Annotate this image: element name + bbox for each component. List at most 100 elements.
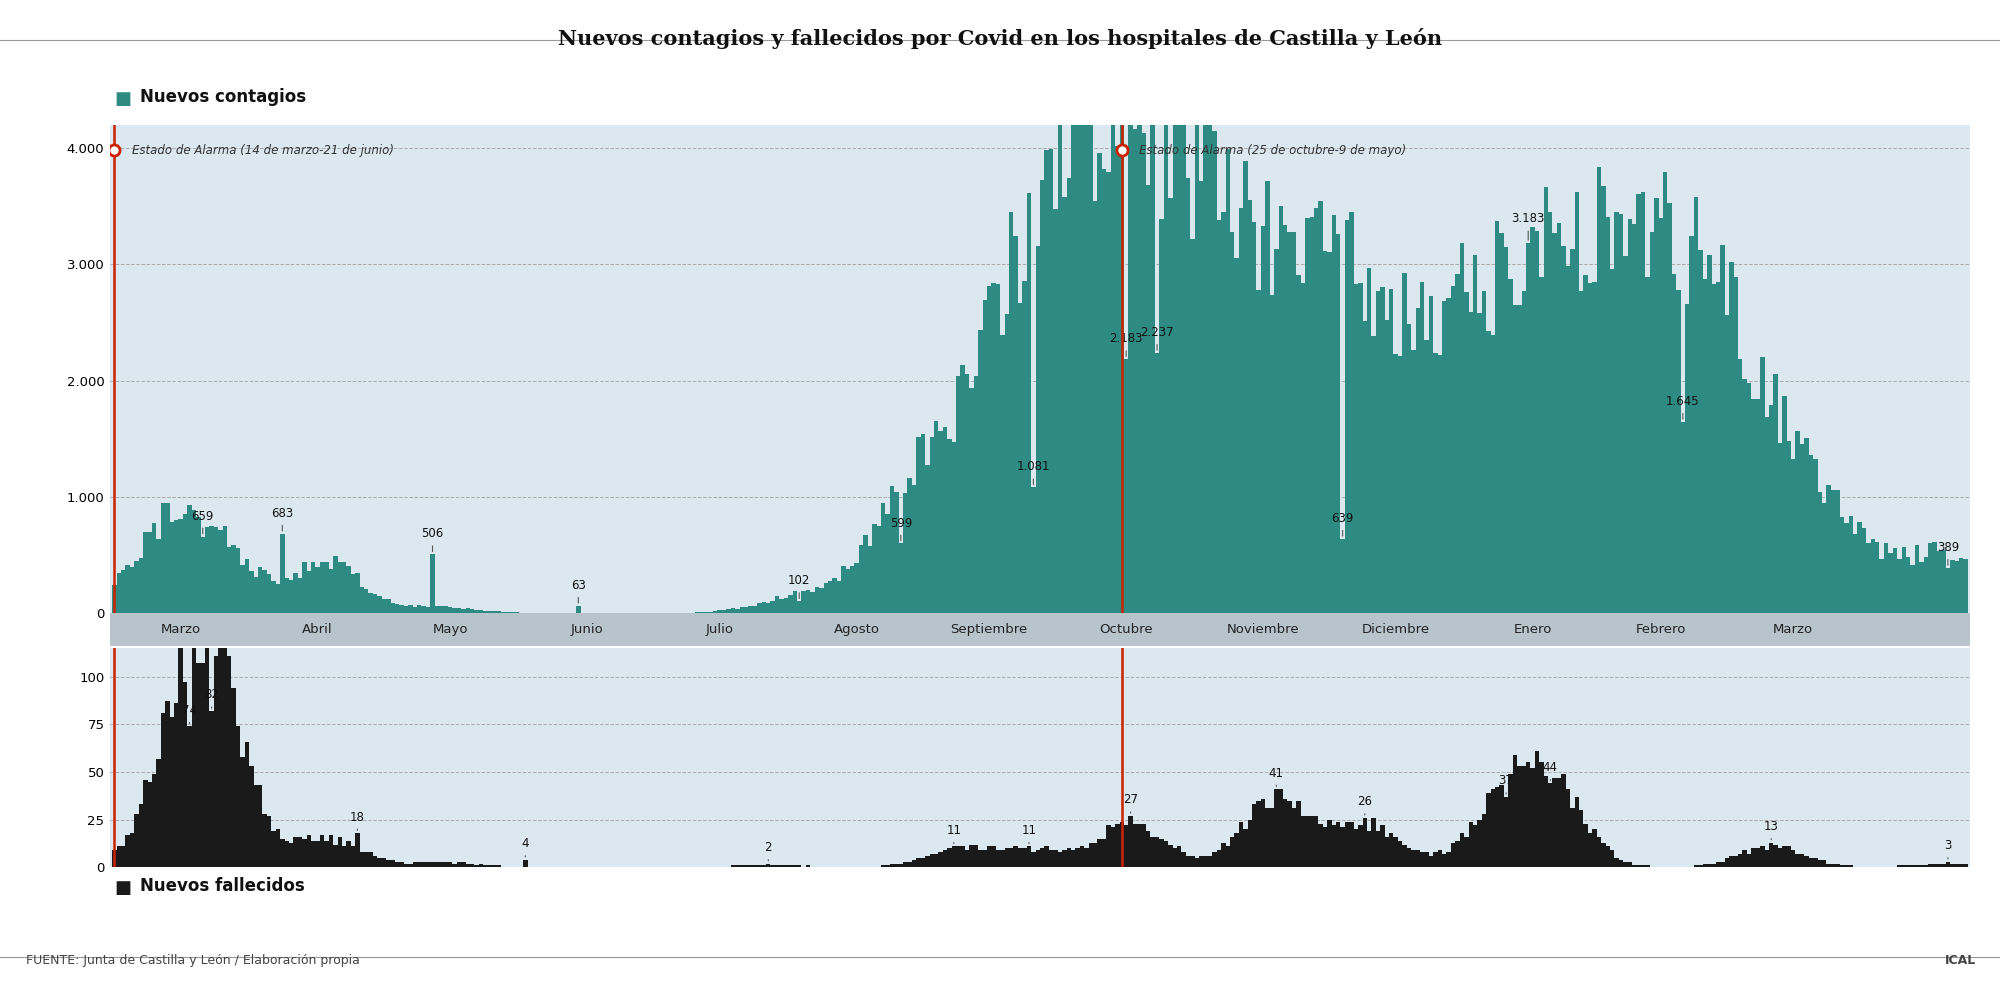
Bar: [992, 846, 996, 867]
Bar: [1026, 192, 1032, 613]
Bar: [1756, 400, 1760, 613]
Bar: [1742, 850, 1746, 867]
Bar: [1048, 850, 1054, 867]
Bar: [1376, 291, 1380, 613]
Bar: [342, 562, 346, 613]
Bar: [214, 656, 218, 867]
Bar: [1778, 848, 1782, 867]
Bar: [1518, 305, 1522, 613]
Bar: [1830, 490, 1836, 613]
Bar: [1840, 865, 1844, 867]
Bar: [1070, 850, 1076, 867]
Bar: [1000, 335, 1004, 613]
Bar: [1716, 282, 1720, 613]
Bar: [440, 606, 444, 613]
Bar: [1906, 865, 1910, 867]
Bar: [978, 330, 982, 613]
Bar: [726, 609, 730, 613]
Bar: [500, 611, 506, 613]
Bar: [1708, 255, 1712, 613]
Bar: [1826, 863, 1830, 867]
Bar: [1058, 852, 1062, 867]
Bar: [1336, 234, 1340, 613]
Bar: [1556, 222, 1562, 613]
Bar: [1054, 850, 1058, 867]
Bar: [1804, 439, 1808, 613]
Text: 27: 27: [1124, 794, 1138, 814]
Bar: [1486, 793, 1490, 867]
Bar: [1300, 816, 1306, 867]
Bar: [1808, 455, 1814, 613]
Bar: [982, 850, 986, 867]
Bar: [306, 570, 312, 613]
Bar: [1332, 214, 1336, 613]
Bar: [1478, 820, 1482, 867]
Bar: [1910, 564, 1914, 613]
Bar: [824, 583, 828, 613]
Bar: [452, 863, 456, 867]
Bar: [1260, 799, 1266, 867]
Bar: [1672, 274, 1676, 613]
Bar: [1212, 852, 1216, 867]
Bar: [792, 591, 798, 613]
Bar: [1062, 196, 1066, 613]
Bar: [1782, 846, 1786, 867]
Bar: [1234, 258, 1238, 613]
Bar: [1278, 206, 1282, 613]
Bar: [130, 567, 134, 613]
Bar: [1512, 305, 1518, 613]
Text: ICAL: ICAL: [1944, 954, 1976, 967]
Bar: [1164, 118, 1168, 613]
Bar: [996, 850, 1000, 867]
Bar: [898, 543, 904, 613]
Bar: [474, 865, 478, 867]
Bar: [356, 833, 360, 867]
Bar: [144, 780, 148, 867]
Bar: [1442, 301, 1446, 613]
Bar: [1888, 553, 1892, 613]
Bar: [1032, 852, 1036, 867]
Bar: [196, 516, 200, 613]
Bar: [430, 554, 434, 613]
Bar: [964, 850, 970, 867]
Bar: [886, 513, 890, 613]
Bar: [766, 602, 770, 613]
Bar: [1822, 502, 1826, 613]
Bar: [1208, 109, 1212, 613]
Bar: [1540, 763, 1544, 867]
Bar: [1752, 848, 1756, 867]
Bar: [1014, 235, 1018, 613]
Bar: [1406, 324, 1412, 613]
Bar: [1636, 865, 1640, 867]
Bar: [1176, 846, 1182, 867]
Bar: [1662, 171, 1668, 613]
Bar: [802, 591, 806, 613]
Text: Nuevos fallecidos: Nuevos fallecidos: [140, 877, 304, 895]
Bar: [1394, 354, 1398, 613]
Bar: [1160, 218, 1164, 613]
Bar: [1106, 172, 1110, 613]
Bar: [1150, 98, 1154, 613]
Bar: [488, 611, 492, 613]
Bar: [1208, 856, 1212, 867]
Bar: [1742, 379, 1746, 613]
Bar: [1412, 850, 1416, 867]
Text: ■: ■: [114, 90, 132, 108]
Bar: [1548, 784, 1552, 867]
Bar: [1814, 857, 1818, 867]
Bar: [298, 836, 302, 867]
Bar: [1416, 308, 1420, 613]
Bar: [1522, 291, 1526, 613]
Bar: [178, 646, 182, 867]
Bar: [926, 465, 930, 613]
Bar: [210, 711, 214, 867]
Bar: [1146, 831, 1150, 867]
Text: Agosto: Agosto: [834, 623, 880, 636]
Bar: [266, 574, 272, 613]
Text: 639: 639: [1332, 511, 1354, 536]
Bar: [1752, 399, 1756, 613]
Bar: [1132, 824, 1138, 867]
Bar: [1686, 304, 1690, 613]
Bar: [1730, 856, 1734, 867]
Bar: [456, 608, 462, 613]
